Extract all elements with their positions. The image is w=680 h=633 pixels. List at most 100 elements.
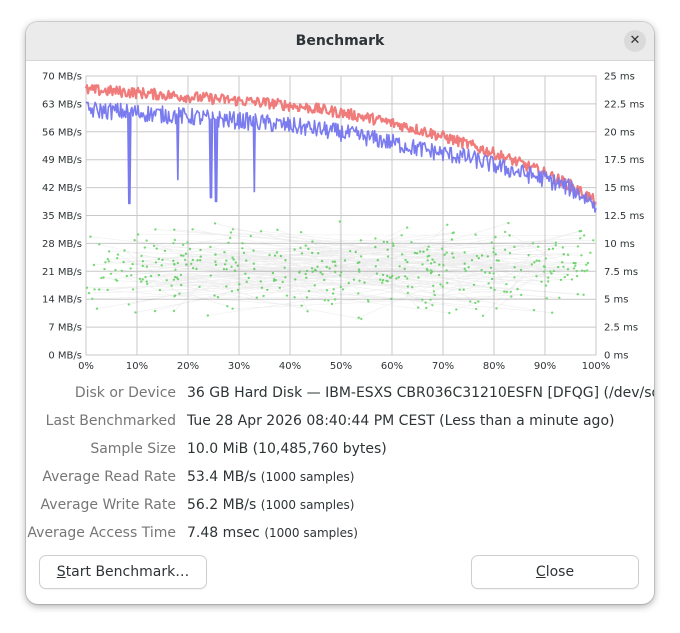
access-time-point	[199, 255, 202, 258]
access-time-point	[418, 250, 422, 253]
access-time-point	[122, 260, 125, 264]
access-time-point	[213, 222, 217, 225]
access-time-point	[426, 259, 429, 262]
x-tick-label: 20%	[177, 361, 199, 370]
access-time-point	[333, 260, 337, 263]
access-time-point	[530, 263, 533, 266]
access-time-point	[199, 248, 202, 252]
access-time-point	[179, 273, 183, 277]
access-time-point	[349, 249, 352, 253]
access-time-point	[421, 298, 424, 301]
y-left-tick-label: 14 MB/s	[42, 295, 82, 306]
y-right-tick-label: 25 ms	[604, 72, 635, 83]
access-time-point	[489, 286, 493, 289]
access-time-point	[451, 231, 454, 235]
access-time-point	[209, 245, 212, 249]
access-time-point	[583, 234, 586, 237]
info-label: Sample Size	[90, 441, 176, 457]
y-left-tick-label: 42 MB/s	[42, 183, 82, 194]
access-time-point	[307, 247, 310, 251]
access-time-point	[173, 295, 176, 298]
access-time-point	[448, 311, 451, 315]
access-time-point	[561, 246, 565, 249]
access-time-point	[305, 276, 308, 279]
access-time-point	[141, 260, 145, 263]
access-time-point	[347, 281, 350, 285]
access-time-point	[222, 268, 226, 271]
y-left-tick-label: 35 MB/s	[42, 211, 82, 222]
access-time-point	[255, 296, 258, 299]
access-time-point	[374, 245, 377, 249]
access-time-point	[513, 276, 516, 279]
access-time-point	[432, 290, 436, 293]
access-time-point	[398, 265, 401, 268]
access-time-point	[154, 228, 157, 231]
access-time-point	[559, 278, 563, 282]
access-time-point	[260, 286, 264, 289]
access-time-point	[458, 288, 461, 291]
close-button[interactable]: Close	[472, 556, 638, 588]
access-time-point	[554, 244, 557, 247]
info-label: Disk or Device	[74, 385, 176, 401]
access-time-point	[547, 247, 551, 251]
x-tick-label: 30%	[228, 361, 250, 370]
y-left-tick-label: 0 MB/s	[48, 351, 82, 362]
x-tick-label: 50%	[330, 361, 352, 370]
access-time-point	[509, 290, 512, 294]
y-right-tick-label: 5 ms	[604, 295, 629, 306]
access-time-point	[104, 261, 107, 264]
access-time-point	[185, 263, 188, 266]
access-time-point	[488, 271, 491, 275]
access-time-point	[463, 262, 466, 265]
access-time-point	[241, 242, 244, 245]
access-time-point	[574, 264, 577, 267]
access-time-point	[188, 247, 192, 251]
access-time-point	[278, 286, 281, 290]
start-benchmark-button[interactable]: Start Benchmark…	[40, 556, 206, 588]
access-time-point	[547, 280, 550, 283]
access-time-point	[579, 237, 582, 240]
info-value: 53.4 MB/s (1000 samples)	[187, 469, 354, 485]
access-time-point	[157, 273, 161, 277]
access-time-point	[115, 279, 119, 282]
access-time-point	[145, 280, 148, 283]
access-time-point	[172, 278, 175, 281]
access-time-point	[92, 263, 96, 267]
access-time-point	[366, 298, 370, 302]
access-time-point	[305, 269, 309, 273]
access-time-point	[403, 275, 407, 278]
access-time-point	[557, 265, 560, 269]
access-time-point	[554, 241, 558, 244]
access-time-point	[313, 284, 316, 287]
close-icon[interactable]: ✕	[624, 30, 646, 52]
access-time-point	[226, 305, 229, 308]
access-time-point	[490, 277, 494, 281]
x-tick-label: 70%	[432, 361, 454, 370]
access-time-point	[585, 263, 588, 266]
access-time-point	[450, 238, 454, 241]
access-time-point	[505, 290, 508, 294]
access-time-point	[429, 271, 433, 275]
access-time-point	[253, 267, 256, 271]
access-time-point	[276, 228, 279, 231]
access-time-point	[98, 243, 101, 246]
access-time-point	[406, 285, 410, 288]
access-time-point	[451, 252, 454, 255]
y-left-tick-label: 28 MB/s	[42, 239, 82, 250]
info-row: Average Read Rate 53.4 MB/s (1000 samples…	[26, 469, 654, 491]
access-time-point	[580, 254, 583, 257]
access-time-point	[145, 265, 149, 268]
access-time-point	[328, 267, 331, 270]
access-time-point	[93, 288, 96, 291]
info-row: Sample Size 10.0 MiB (10,485,760 bytes)	[26, 441, 654, 463]
access-time-point	[492, 272, 495, 275]
access-time-point	[223, 251, 226, 254]
access-time-point	[300, 304, 303, 307]
access-time-point	[138, 277, 142, 281]
access-time-point	[544, 257, 547, 260]
access-time-point	[495, 307, 498, 310]
y-right-tick-label: 22.5 ms	[604, 99, 644, 110]
access-time-point	[354, 250, 357, 254]
x-tick-label: 60%	[381, 361, 403, 370]
access-time-point	[123, 249, 126, 252]
